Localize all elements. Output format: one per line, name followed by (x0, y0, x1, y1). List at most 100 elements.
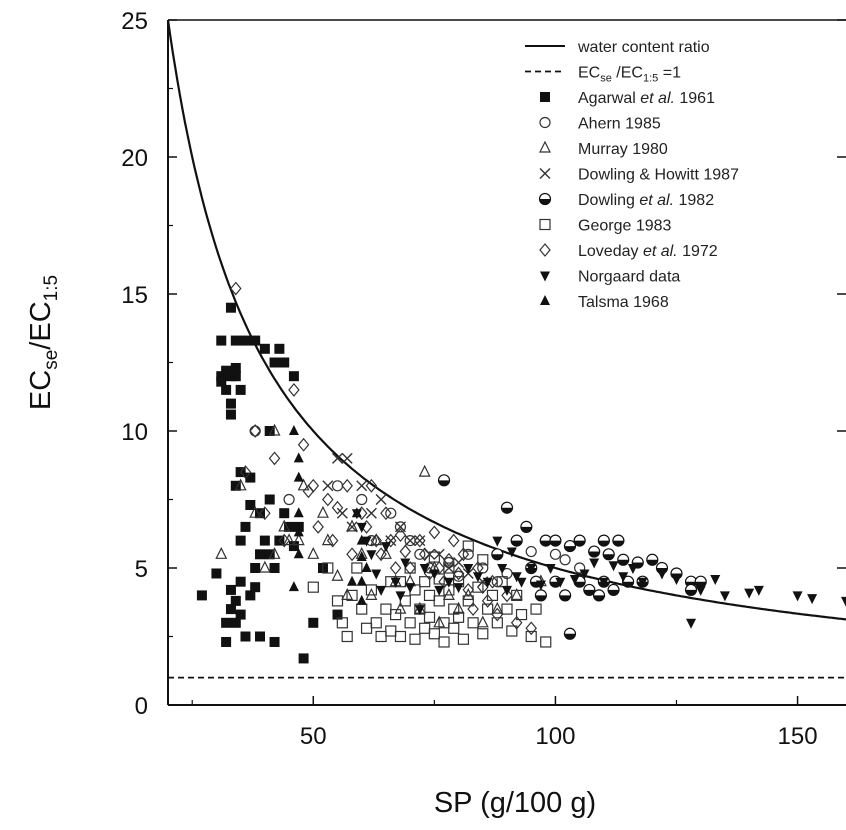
marker-fill (511, 540, 523, 547)
data-point (379, 546, 392, 559)
legend-label-part: Talsma 1968 (578, 294, 669, 311)
data-point (278, 519, 291, 532)
data-point (506, 547, 517, 558)
data-point (502, 585, 512, 596)
marker-fill (598, 540, 610, 547)
data-point (385, 625, 397, 637)
data-point (671, 574, 682, 585)
data-point (510, 534, 523, 547)
data-point (481, 593, 494, 608)
legend-label: Murray 1980 (578, 141, 668, 158)
data-point (298, 653, 309, 664)
data-point (399, 544, 412, 559)
data-point (293, 452, 304, 463)
legend-label: Loveday et al. 1972 (578, 243, 718, 260)
marker-stroke (336, 507, 348, 519)
data-point (497, 564, 508, 574)
data-point (235, 609, 246, 620)
data-point (288, 371, 299, 382)
legend-marker (540, 271, 550, 282)
data-point (579, 569, 590, 580)
data-point (264, 549, 275, 560)
data-point (245, 472, 256, 483)
reference-lines (166, 19, 846, 679)
legend-marker (539, 218, 551, 231)
marker-fill (612, 540, 624, 547)
data-point (346, 547, 358, 562)
legend-marker (539, 243, 551, 257)
plot-axes: 0 5 10 15 20 25 50 100 150 (121, 8, 846, 750)
data-point (249, 425, 261, 437)
data-point (370, 533, 383, 546)
legend-item-talsma: Talsma 1968 (540, 294, 669, 311)
data-point (418, 464, 431, 477)
series-talsma (288, 425, 372, 605)
data-point (288, 541, 299, 552)
marker-fill (535, 595, 547, 601)
data-point (492, 536, 503, 547)
series-agarwal (196, 302, 343, 664)
data-point (637, 577, 648, 588)
data-point (530, 603, 542, 615)
data-point (477, 628, 489, 640)
data-point (288, 382, 300, 397)
data-point (621, 575, 635, 588)
data-point (404, 535, 416, 547)
data-point (230, 362, 241, 373)
data-point (356, 603, 368, 615)
data-point (331, 480, 344, 492)
marker-fill (539, 199, 551, 205)
data-point (390, 577, 401, 588)
data-point (520, 520, 533, 534)
data-point (549, 534, 562, 547)
data-point (240, 335, 251, 346)
data-point (510, 615, 523, 630)
data-point (534, 589, 548, 602)
data-point (710, 574, 721, 585)
marker-stroke (394, 521, 406, 533)
data-point (608, 561, 619, 572)
data-point (428, 525, 441, 540)
data-point (656, 569, 667, 580)
data-point (555, 577, 566, 588)
data-point (545, 564, 556, 574)
y-axis-label-part: /EC (25, 301, 57, 349)
data-point (341, 452, 353, 464)
data-point (452, 566, 465, 581)
data-point (297, 437, 310, 452)
marker-fill (540, 540, 552, 547)
marker-stroke (404, 535, 416, 547)
marker-stroke (341, 452, 353, 464)
data-point (618, 572, 629, 583)
y-tick-label: 5 (135, 556, 148, 583)
data-point (506, 625, 518, 637)
data-point (274, 343, 285, 354)
data-point (463, 564, 474, 574)
marker-fill (695, 581, 707, 588)
legend-label-part: 1982 (674, 192, 714, 209)
data-point (592, 589, 606, 602)
legend-item-agarwal: Agarwal et al. 1961 (540, 90, 715, 107)
data-point (268, 423, 281, 436)
data-point (400, 558, 411, 569)
data-point (418, 547, 431, 562)
data-point (341, 478, 353, 493)
data-point (627, 564, 638, 574)
marker-fill (646, 559, 658, 566)
data-point (526, 564, 537, 574)
legend-label-part: 1972 (678, 243, 718, 260)
series-murray (215, 423, 547, 628)
legend-label-part: 1:5 (643, 73, 658, 85)
data-point (230, 480, 241, 491)
data-point (511, 572, 522, 583)
legend-item-dowling: Dowling et al. 1982 (538, 192, 714, 209)
data-point (598, 577, 609, 588)
data-point (419, 564, 430, 574)
legend-marker (538, 192, 552, 206)
data-point (211, 568, 222, 579)
data-point (293, 471, 304, 482)
legend-label-part: Norgaard data (578, 269, 680, 286)
marker-stroke (365, 507, 377, 519)
data-point (694, 575, 707, 588)
data-point (240, 521, 251, 532)
